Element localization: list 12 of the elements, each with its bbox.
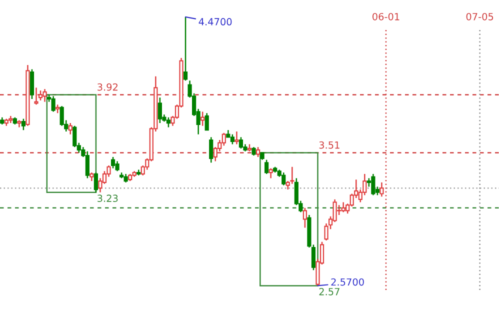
annotation: 4.4700	[198, 18, 232, 26]
candlestick	[68, 122, 72, 135]
annotation: 2.5700	[331, 278, 364, 286]
x-tick-label: 06-01	[372, 12, 400, 20]
annotation: 3.23	[98, 194, 118, 202]
candlestick	[42, 88, 47, 102]
candlestick	[98, 178, 102, 193]
annotation: 3.51	[319, 141, 340, 149]
x-tick-label: 07-05	[466, 12, 494, 20]
candlestick	[290, 166, 294, 184]
annotation: 3.92	[98, 83, 118, 91]
text: 2.57	[319, 288, 340, 296]
